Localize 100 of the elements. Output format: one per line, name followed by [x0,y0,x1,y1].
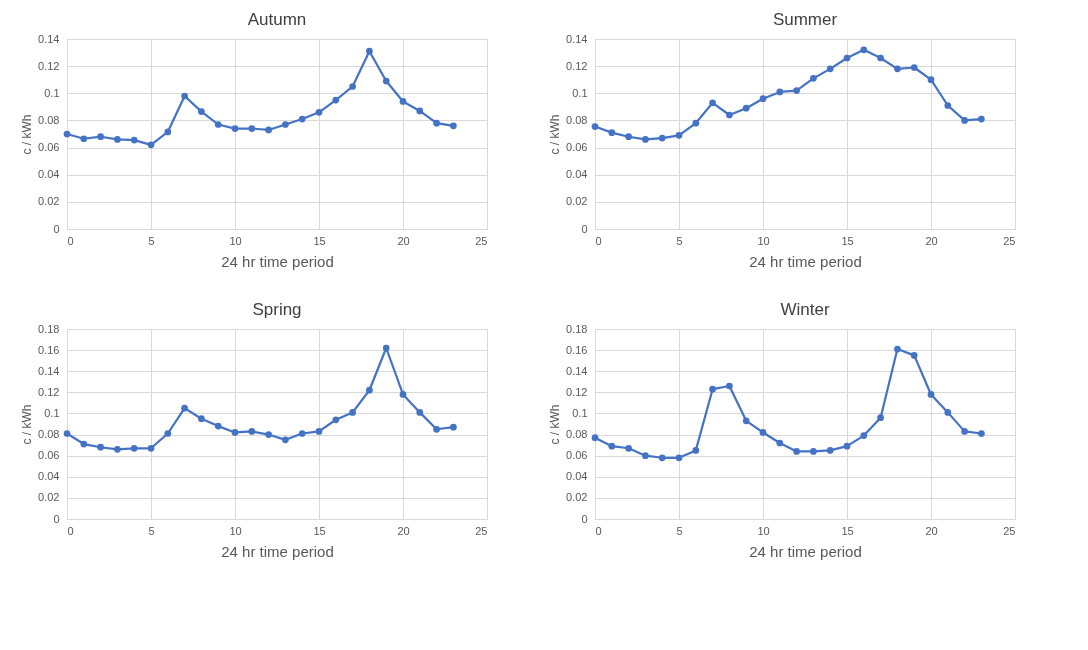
point [282,436,289,444]
point [349,409,356,416]
point [231,125,239,132]
y-tick-label: 0.06 [566,141,588,154]
point [349,83,356,90]
y-tick-label: 0.02 [566,195,588,208]
point [776,439,784,447]
point [248,125,256,132]
y-tick-label: 0.04 [38,168,60,181]
y-axis-title: c / kWh [548,114,563,155]
point [894,65,901,73]
point [742,417,750,425]
point [625,133,632,141]
y-tick-label: 0.04 [38,470,60,483]
point [910,64,918,71]
point [181,92,188,100]
y-tick-label: 0.12 [38,59,60,72]
x-tick-label: 25 [475,524,488,537]
x-tick-label: 0 [595,524,602,537]
y-tick-label: 0 [53,512,60,525]
point [843,54,851,62]
point [894,345,901,353]
x-tick-label: 5 [148,234,155,247]
point [826,65,834,73]
y-tick-label: 0.08 [38,113,60,126]
point [810,448,817,455]
y-tick-label: 0.14 [38,32,60,45]
point [608,129,616,136]
point [608,442,616,450]
point [382,77,390,85]
y-tick-label: 0.02 [38,195,60,208]
point [944,102,952,109]
y-tick-label: 0.04 [566,470,588,483]
point [709,385,716,393]
point [399,98,407,105]
chart-title: Spring [252,300,302,319]
point [63,130,71,138]
point [450,122,457,130]
point [114,445,121,453]
y-tick-label: 0.14 [38,364,60,377]
y-tick-label: 0.04 [566,168,588,181]
point [961,117,968,124]
point [198,415,205,423]
x-tick-label: 25 [1003,524,1016,537]
point [642,136,649,143]
point [399,391,407,398]
point [927,76,935,84]
y-tick-label: 0.02 [566,491,588,504]
x-tick-label: 20 [397,524,410,537]
point [726,111,733,119]
point [810,75,817,82]
point [658,134,666,142]
x-tick-label: 20 [397,234,410,247]
x-tick-label: 25 [1003,234,1016,247]
y-tick-label: 0 [53,222,60,235]
point [130,136,138,144]
point [366,47,373,55]
point [80,440,88,448]
point [147,141,155,149]
x-tick-label: 5 [148,524,155,537]
point [927,391,935,398]
point [248,428,256,435]
point [147,444,155,452]
point [692,119,700,127]
point [742,104,750,112]
point [642,452,649,460]
x-tick-label: 0 [67,234,74,247]
point [97,443,104,451]
point [759,429,767,436]
point [198,108,205,115]
point [164,430,172,437]
point [978,430,985,437]
point [80,135,88,143]
point [726,382,733,390]
y-tick-label: 0.06 [38,141,60,154]
y-tick-label: 0.14 [566,32,588,45]
x-tick-label: 10 [757,234,770,247]
point [793,87,800,94]
point [591,123,599,130]
x-axis-title: 24 hr time period [749,252,862,270]
y-tick-label: 0 [581,222,588,235]
y-tick-label: 0.06 [38,449,60,462]
point [214,121,222,128]
x-axis-title: 24 hr time period [749,542,862,560]
y-tick-label: 0.18 [566,322,588,335]
point [675,454,683,462]
y-axis-title: c / kWh [20,114,35,155]
point [416,107,424,115]
point [265,431,272,438]
y-tick-label: 0.08 [566,428,588,441]
point [450,423,457,431]
point [164,128,172,136]
point [961,428,968,435]
point [114,136,121,143]
point [759,95,767,103]
point [675,132,683,139]
point [978,115,985,123]
x-tick-label: 10 [229,524,242,537]
point [910,352,918,359]
point [944,409,952,416]
